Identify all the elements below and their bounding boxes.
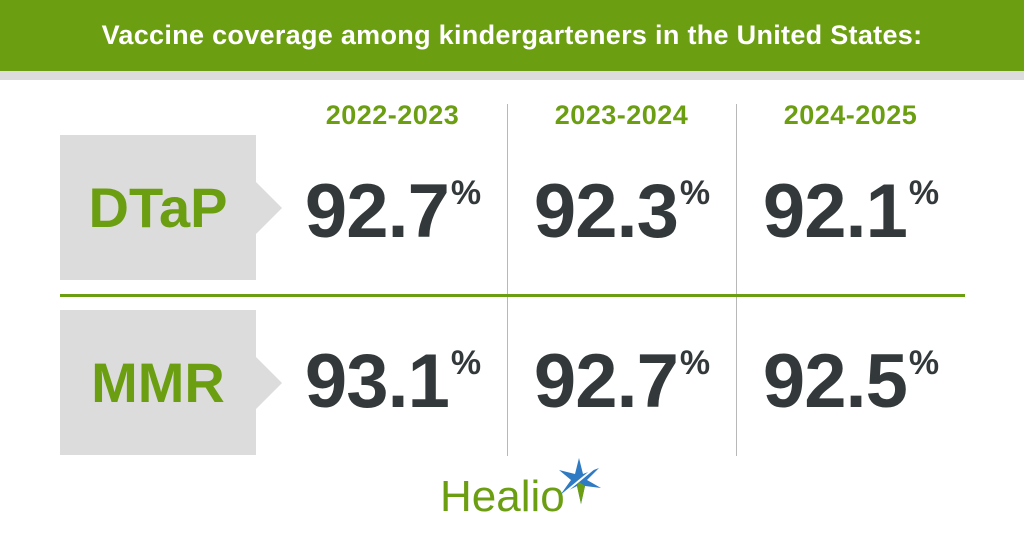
column-divider	[507, 104, 508, 456]
row-divider	[60, 294, 965, 297]
row-label-mmr: MMR	[60, 310, 282, 455]
logo-text: Healio	[440, 472, 565, 521]
star-burst-icon	[558, 458, 601, 504]
percent-sign: %	[450, 174, 481, 212]
value-number: 92.1	[762, 169, 908, 254]
value-cell: 92.5%	[736, 338, 965, 425]
row-label-dtap: DTaP	[60, 135, 282, 280]
value-number: 93.1	[304, 339, 450, 424]
percent-sign: %	[679, 344, 710, 382]
percent-sign: %	[450, 344, 481, 382]
percent-sign: %	[908, 174, 939, 212]
value-cell: 92.7%	[507, 338, 736, 425]
page-title: Vaccine coverage among kindergarteners i…	[0, 0, 1024, 71]
column-header: 2024-2025	[783, 100, 918, 130]
percent-sign: %	[908, 344, 939, 382]
value-cell: 92.1%	[736, 168, 965, 255]
column-header: 2023-2024	[554, 100, 689, 130]
value-number: 92.7	[304, 169, 450, 254]
percent-sign: %	[679, 174, 710, 212]
value-number: 92.5	[762, 339, 908, 424]
value-cell: 92.3%	[507, 168, 736, 255]
column-divider	[736, 104, 737, 456]
value-cell: 93.1%	[278, 338, 507, 425]
header-divider	[0, 71, 1024, 80]
value-cell: 92.7%	[278, 168, 507, 255]
column-header: 2022-2023	[325, 100, 460, 130]
value-number: 92.7	[533, 339, 679, 424]
healio-logo: Healio	[440, 458, 601, 522]
value-number: 92.3	[533, 169, 679, 254]
